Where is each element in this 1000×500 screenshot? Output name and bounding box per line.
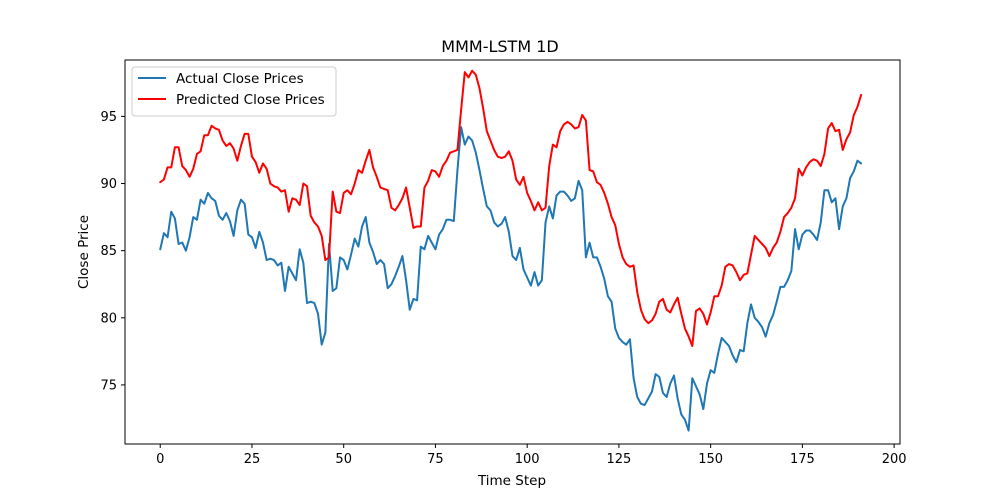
y-axis-label: Close Price — [76, 215, 92, 289]
plot-area — [159, 69, 863, 432]
x-tick-label: 25 — [244, 452, 261, 467]
x-tick-label: 0 — [156, 452, 164, 467]
x-tick-label: 150 — [698, 452, 723, 467]
series-line-predicted — [159, 69, 863, 347]
legend: Actual Close Prices Predicted Close Pric… — [131, 66, 337, 117]
x-tick-label: 100 — [515, 452, 540, 467]
y-tick-label: 85 — [100, 244, 117, 259]
chart-title: MMM-LSTM 1D — [441, 37, 558, 56]
x-axis: 0 25 50 75 100 125 150 175 200 — [156, 444, 907, 467]
legend-label-actual: Actual Close Prices — [176, 71, 304, 87]
x-tick-label: 75 — [427, 452, 444, 467]
x-tick-label: 125 — [607, 452, 632, 467]
x-tick-label: 200 — [882, 452, 907, 467]
legend-box — [131, 66, 337, 117]
axes-frame — [124, 59, 901, 445]
y-tick-label: 75 — [100, 378, 117, 393]
y-tick-label: 80 — [100, 311, 117, 326]
x-axis-label: Time Step — [477, 473, 546, 489]
x-tick-label: 175 — [790, 452, 815, 467]
legend-label-predicted: Predicted Close Prices — [176, 92, 325, 108]
series-line-actual — [159, 126, 863, 432]
y-axis: 75 80 85 90 95 — [100, 110, 125, 393]
y-tick-label: 95 — [100, 110, 117, 125]
x-tick-label: 50 — [335, 452, 352, 467]
y-tick-label: 90 — [100, 177, 117, 192]
